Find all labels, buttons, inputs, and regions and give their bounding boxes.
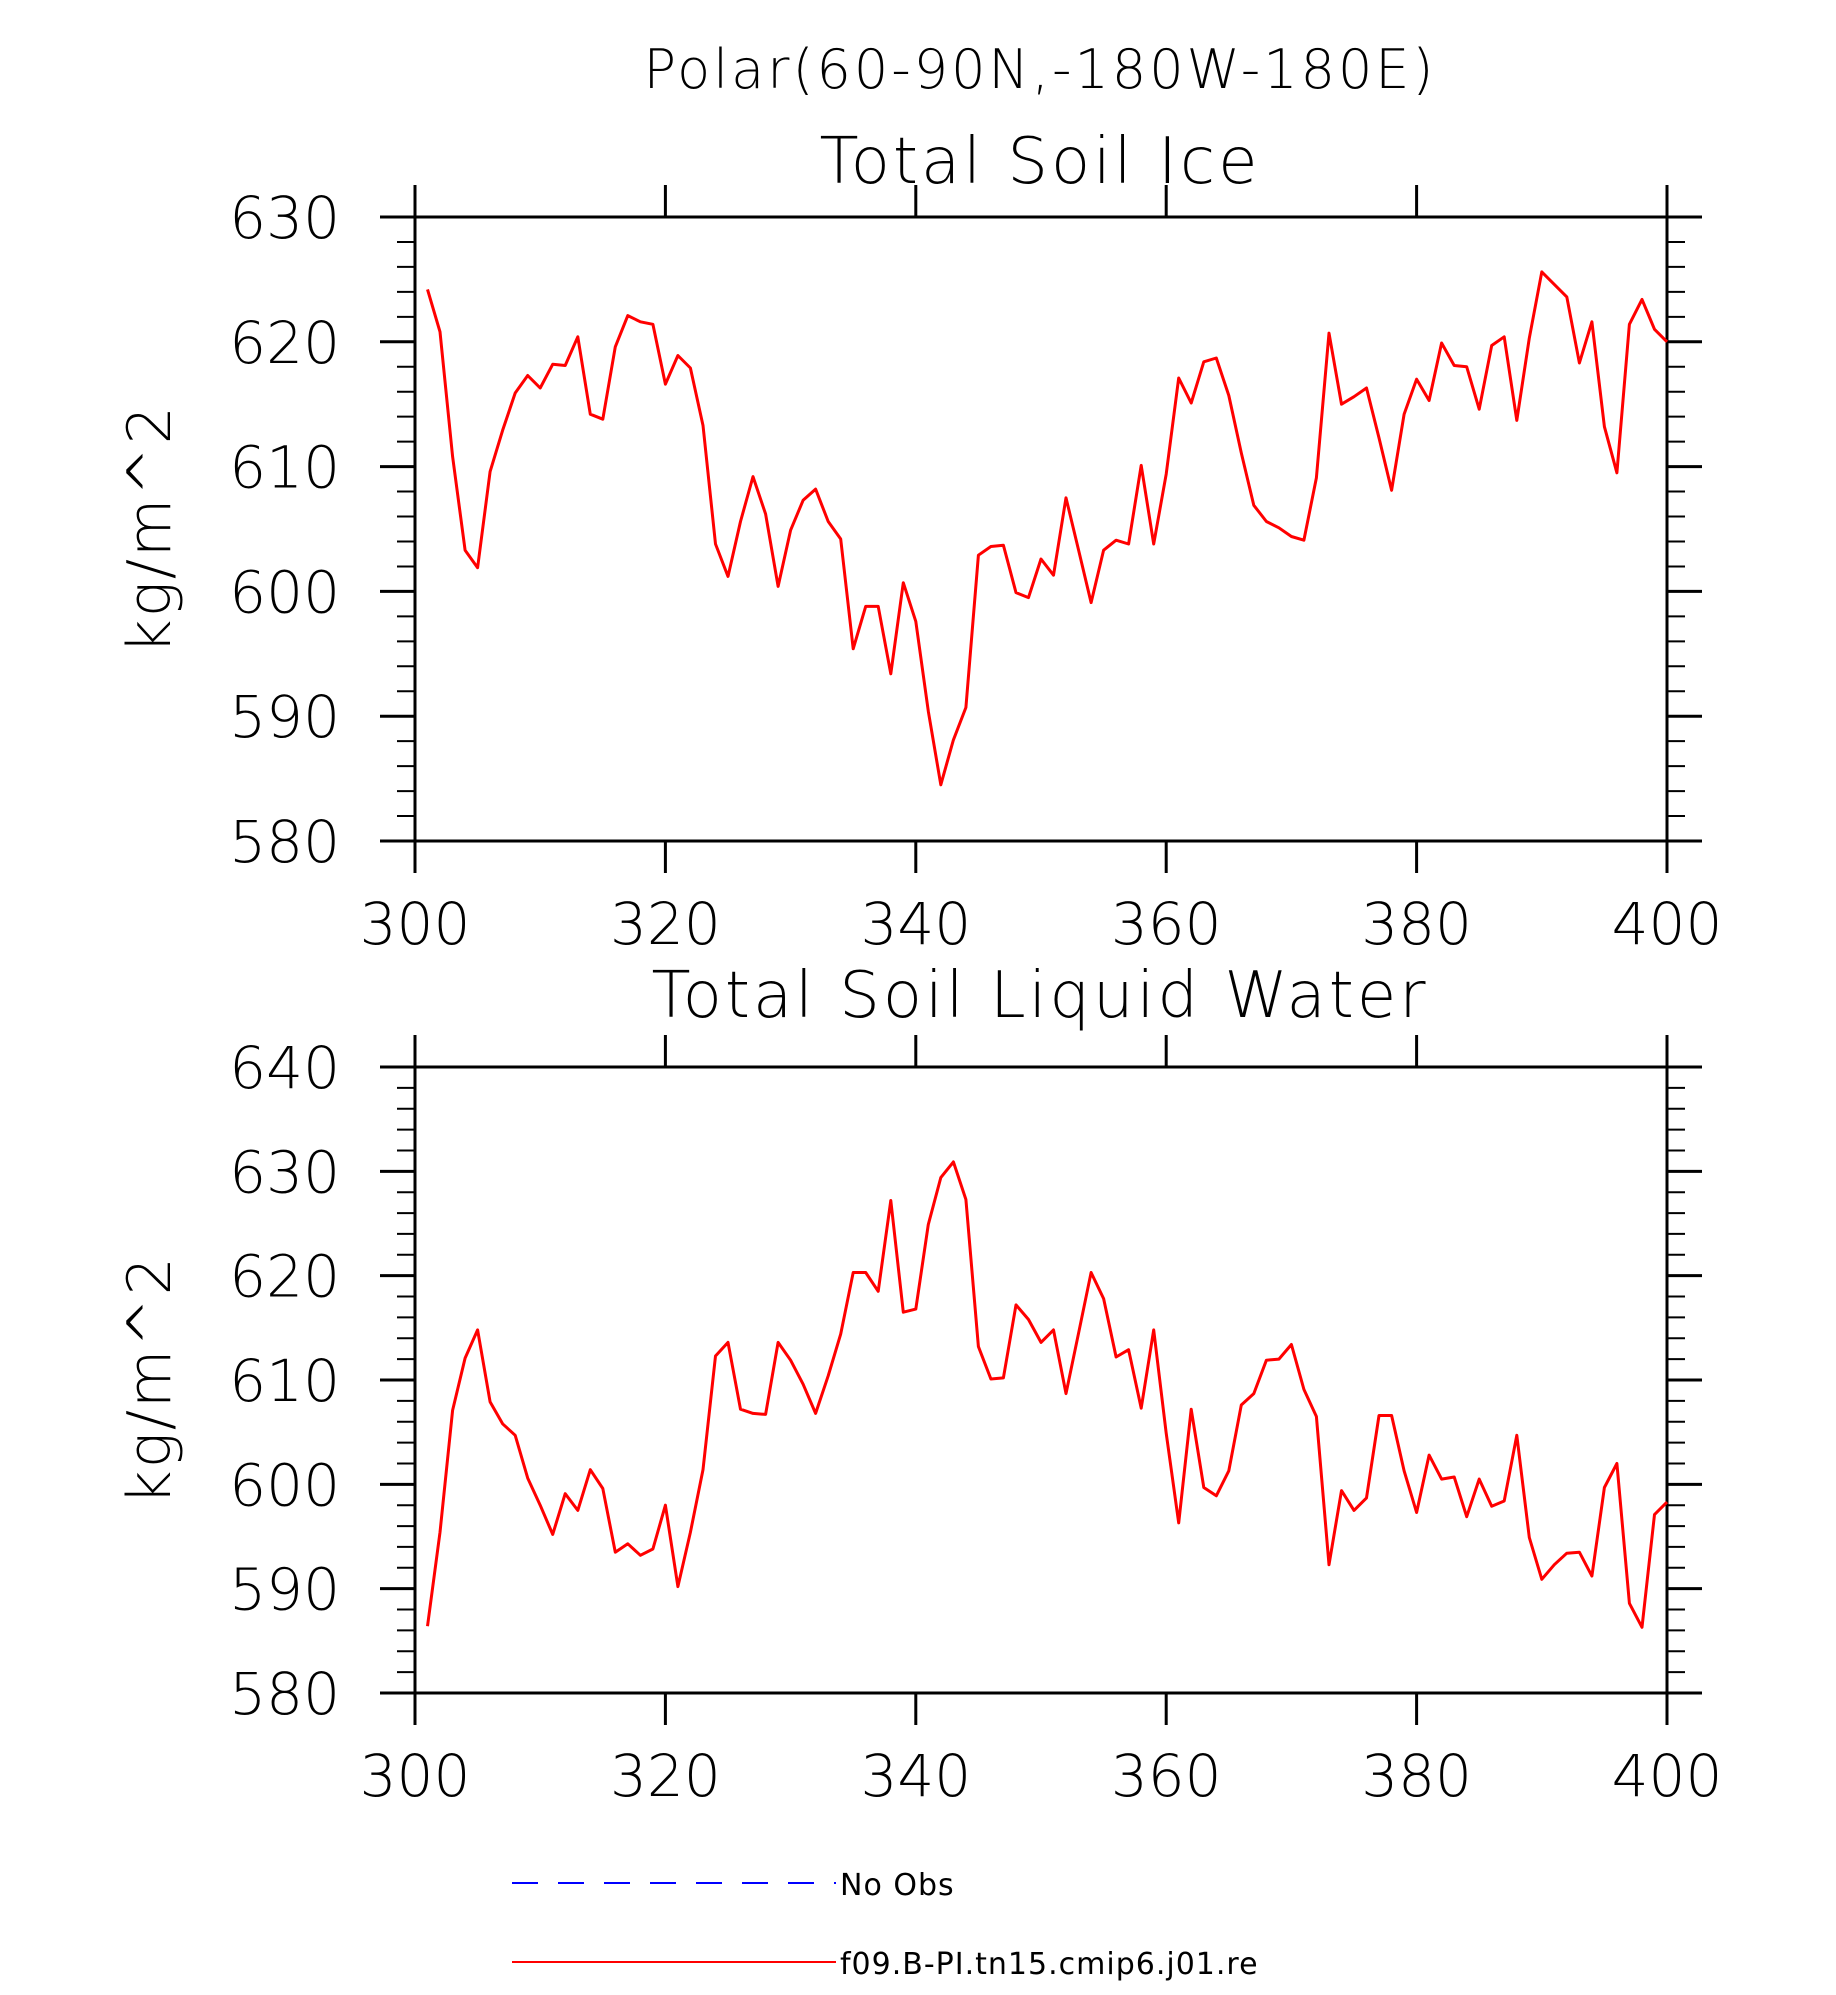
- y-tick-label: 640: [229, 1034, 340, 1102]
- x-tick-label: 380: [1361, 1742, 1472, 1810]
- y-tick-label: 620: [229, 1243, 340, 1311]
- y-tick-label: 590: [229, 683, 340, 751]
- x-tick-label: 340: [860, 1742, 971, 1810]
- plot-frame: [413, 1065, 1669, 1695]
- series-line-0: [426, 1160, 1669, 1629]
- legend-model-label: f09.B-PI.tn15.cmip6.j01.re: [840, 1947, 1259, 1982]
- x-tick-label: 400: [1612, 890, 1723, 958]
- y-tick-label: 610: [229, 434, 340, 502]
- series-line-0: [426, 270, 1669, 787]
- y-tick-label: 600: [229, 558, 340, 626]
- x-tick-label: 300: [360, 890, 471, 958]
- soil-liquid-water-panel: Total Soil Liquid Water 300 320 340 360 380 40…: [115, 959, 1722, 1810]
- y-tick-label: 600: [229, 1451, 340, 1519]
- x-tick-label: 300: [360, 1742, 471, 1810]
- y-axis-label: kg/m^2: [115, 1255, 185, 1505]
- x-tick-label: 340: [860, 890, 971, 958]
- panel-title: Total Soil Liquid Water: [651, 959, 1428, 1033]
- y-tick-label: 620: [229, 309, 340, 377]
- y-tick-label: 630: [229, 1138, 340, 1206]
- x-tick-label: 360: [1111, 1742, 1222, 1810]
- panel-title: Total Soil Ice: [820, 125, 1261, 199]
- y-axis-label: kg/m^2: [115, 404, 185, 654]
- y-tick-label: 580: [229, 1660, 340, 1728]
- y-tick-label: 610: [229, 1347, 340, 1415]
- y-tick-label: 630: [229, 184, 340, 252]
- soil-ice-panel: Total Soil Ice 300 320 340 360 380 400 580 590 60…: [115, 125, 1722, 958]
- x-tick-label: 400: [1612, 1742, 1723, 1810]
- y-tick-label: 590: [229, 1556, 340, 1624]
- y-tick-label: 580: [229, 808, 340, 876]
- x-tick-label: 320: [610, 1742, 721, 1810]
- x-tick-label: 380: [1361, 890, 1472, 958]
- x-tick-label: 320: [610, 890, 721, 958]
- plot-frame: [413, 215, 1669, 843]
- legend: No Obs f09.B-PI.tn15.cmip6.j01.re: [512, 1868, 1259, 1982]
- x-tick-label: 360: [1111, 890, 1222, 958]
- legend-obs-label: No Obs: [840, 1868, 955, 1903]
- figure-title: Polar(60-90N,-180W-180E): [643, 38, 1436, 101]
